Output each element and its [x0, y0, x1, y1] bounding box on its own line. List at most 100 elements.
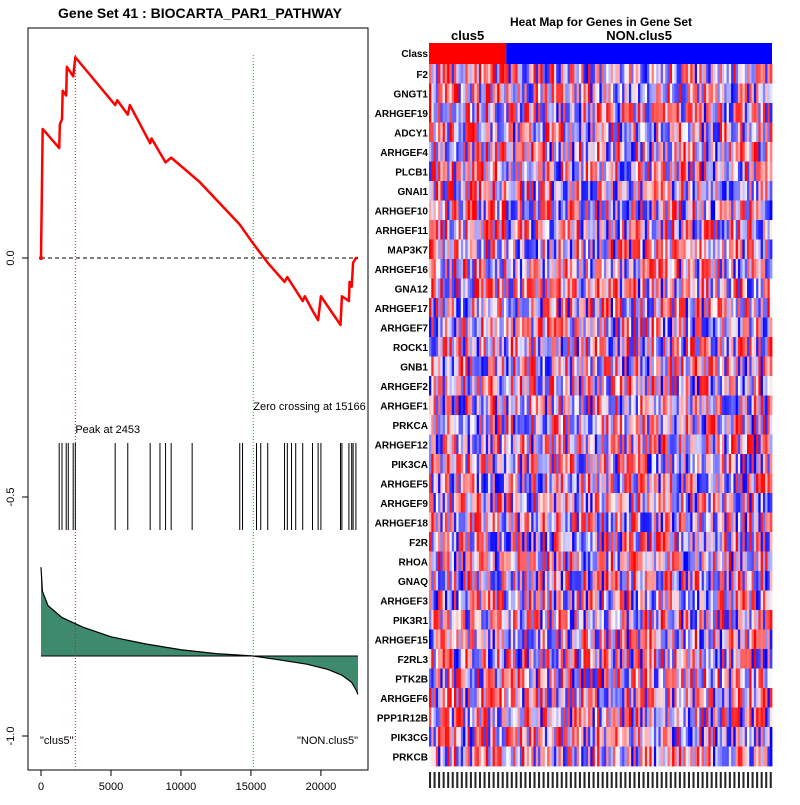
heatmap-cell [624, 181, 627, 201]
heatmap-cell [497, 649, 500, 669]
heatmap-cell [565, 357, 568, 377]
heatmap-cell [554, 532, 557, 552]
heatmap-cell [581, 396, 584, 416]
heatmap-cell [579, 493, 582, 513]
heatmap-cell [622, 474, 625, 494]
heatmap-cell [736, 84, 739, 104]
heatmap-cell [688, 337, 691, 357]
heatmap-cell [474, 396, 477, 416]
heatmap-cell [733, 591, 736, 611]
heatmap-cell [477, 435, 480, 455]
heatmap-cell [620, 649, 623, 669]
heatmap-cell [747, 279, 750, 299]
heatmap-cell [717, 669, 720, 689]
heatmap-cell [654, 552, 657, 572]
heatmap-cell [652, 279, 655, 299]
heatmap-cell [656, 610, 659, 630]
heatmap-cell [672, 64, 675, 84]
heatmap-cell [436, 220, 439, 240]
heatmap-cell [618, 337, 621, 357]
heatmap-cell [724, 435, 727, 455]
heatmap-cell [665, 474, 668, 494]
heatmap-cell [749, 669, 752, 689]
heatmap-cell [665, 337, 668, 357]
heatmap-cell [656, 337, 659, 357]
heatmap-cell [597, 630, 600, 650]
heatmap-cell [593, 123, 596, 143]
heatmap-cell [527, 162, 530, 182]
heatmap-cell [599, 162, 602, 182]
heatmap-cell [649, 103, 652, 123]
heatmap-cell [658, 259, 661, 279]
heatmap-cell [683, 103, 686, 123]
heatmap-cell [699, 474, 702, 494]
heatmap-cell [677, 630, 680, 650]
heatmap-cell [729, 123, 732, 143]
heatmap-cell [647, 532, 650, 552]
heatmap-cell [643, 162, 646, 182]
heatmap-cell [554, 591, 557, 611]
heatmap-cell [474, 123, 477, 143]
heatmap-cell [579, 103, 582, 123]
heatmap-cell [647, 64, 650, 84]
heatmap-cell [558, 142, 561, 162]
heatmap-cell [499, 552, 502, 572]
heatmap-cell [736, 552, 739, 572]
heatmap-cell [568, 396, 571, 416]
heatmap-cell [563, 591, 566, 611]
heatmap-cell [688, 318, 691, 338]
heatmap-cell [533, 474, 536, 494]
heatmap-cell [522, 162, 525, 182]
heatmap-cell [652, 123, 655, 143]
heatmap-cell [440, 337, 443, 357]
heatmap-cell [618, 454, 621, 474]
heatmap-cell [697, 318, 700, 338]
heatmap-cell [495, 64, 498, 84]
heatmap-cell [618, 610, 621, 630]
heatmap-cell [449, 396, 452, 416]
heatmap-cell [499, 240, 502, 260]
heatmap-cell [661, 181, 664, 201]
heatmap-cell [756, 513, 759, 533]
heatmap-cell [463, 630, 466, 650]
heatmap-cell [443, 435, 446, 455]
heatmap-cell [449, 649, 452, 669]
heatmap-cell [647, 396, 650, 416]
heatmap-cell [572, 181, 575, 201]
heatmap-cell [545, 630, 548, 650]
heatmap-cell [733, 669, 736, 689]
heatmap-cell [763, 357, 766, 377]
heatmap-cell [572, 201, 575, 221]
heatmap-cell [477, 337, 480, 357]
heatmap-cell [647, 669, 650, 689]
heatmap-cell [554, 64, 557, 84]
heatmap-cell [454, 357, 457, 377]
heatmap-cell [595, 181, 598, 201]
heatmap-cell [438, 552, 441, 572]
heatmap-cell [429, 415, 432, 435]
heatmap-cell [449, 532, 452, 552]
heatmap-cell [524, 610, 527, 630]
heatmap-cell [767, 298, 770, 318]
heatmap-cell [590, 220, 593, 240]
heatmap-cell [754, 181, 757, 201]
heatmap-cell [509, 103, 512, 123]
heatmap-cell [552, 669, 555, 689]
heatmap-cell [618, 532, 621, 552]
heatmap-cell [663, 259, 666, 279]
heatmap-cell [468, 493, 471, 513]
heatmap-cell [683, 357, 686, 377]
heatmap-cell [543, 162, 546, 182]
heatmap-cell [761, 337, 764, 357]
heatmap-cell [568, 532, 571, 552]
heatmap-cell [524, 123, 527, 143]
heatmap-cell [679, 298, 682, 318]
heatmap-cell [543, 64, 546, 84]
heatmap-cell [577, 279, 580, 299]
heatmap-cell [663, 298, 666, 318]
heatmap-cell [443, 591, 446, 611]
heatmap-cell [445, 493, 448, 513]
heatmap-cell [454, 84, 457, 104]
heatmap-cell [488, 513, 491, 533]
heatmap-cell [440, 435, 443, 455]
